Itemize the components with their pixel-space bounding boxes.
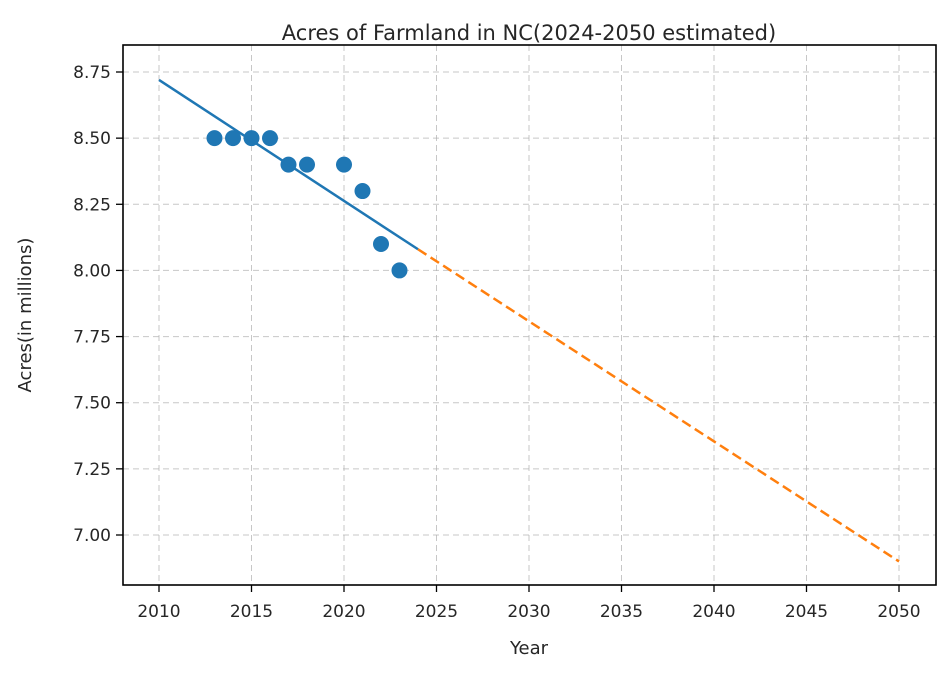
x-tick-label: 2020 — [322, 602, 365, 622]
grid — [123, 45, 936, 585]
x-tick-label: 2010 — [137, 602, 180, 622]
data-point — [354, 183, 371, 200]
y-tick-label: 7.75 — [73, 328, 111, 348]
series-projection-line — [417, 248, 900, 563]
y-tick-label: 8.25 — [73, 195, 111, 215]
x-tick-label: 2025 — [415, 602, 458, 622]
y-tick-label: 8.75 — [73, 63, 111, 83]
x-axis: 2010 2015 2020 2025 2030 2035 2040 2045 2050 — [137, 585, 921, 622]
x-tick-label: 2045 — [785, 602, 828, 622]
x-tick-label: 2015 — [230, 602, 273, 622]
y-tick-label: 8.50 — [73, 129, 111, 149]
series-fit-line — [158, 78, 419, 251]
y-axis: 7.00 7.25 7.50 7.75 8.00 8.25 8.50 8.75 — [73, 63, 123, 546]
y-tick-label: 7.00 — [73, 526, 111, 546]
x-axis-label: Year — [509, 638, 549, 659]
x-tick-label: 2040 — [692, 602, 735, 622]
data-point — [299, 156, 315, 173]
data-point — [262, 130, 278, 147]
x-tick-label: 2035 — [600, 602, 643, 622]
x-tick-label: 2050 — [877, 602, 920, 622]
x-tick-label: 2030 — [507, 602, 550, 622]
y-tick-label: 8.00 — [73, 261, 111, 281]
y-axis-label: Acres(in millions) — [15, 238, 36, 393]
y-tick-label: 7.25 — [73, 460, 111, 480]
data-point — [225, 130, 241, 147]
data-point — [206, 130, 223, 147]
series-layer — [158, 78, 900, 563]
y-tick-label: 7.50 — [73, 394, 111, 414]
data-point — [336, 156, 352, 173]
data-point — [373, 235, 389, 252]
chart-title: Acres of Farmland in NC(2024-2050 estima… — [282, 21, 776, 45]
data-point — [391, 262, 408, 279]
